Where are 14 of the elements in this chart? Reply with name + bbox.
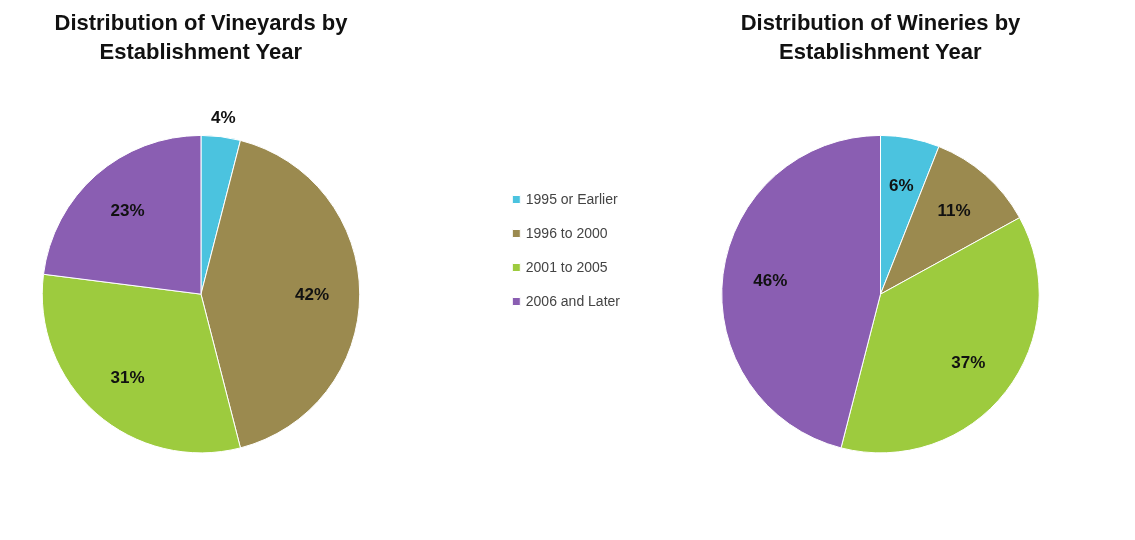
- data-label: 11%: [937, 201, 971, 221]
- legend-label: 1995 or Earlier: [525, 191, 618, 207]
- data-label: 6%: [889, 175, 914, 195]
- data-label: 4%: [210, 108, 236, 128]
- chart-title: Distribution of Wineries by Establishment Year: [740, 10, 1022, 64]
- data-label: 31%: [110, 368, 145, 387]
- legend-label: 2006 and Later: [525, 293, 620, 309]
- data-label: 42%: [295, 284, 330, 304]
- data-label: 37%: [951, 352, 986, 372]
- data-label: 46%: [753, 270, 788, 290]
- legend-label: 2001 to 2005: [525, 259, 608, 275]
- legend-label: 1996 to 2000: [525, 225, 608, 241]
- chart-title: Distribution of Vineyards by Establishment Year: [54, 10, 349, 64]
- data-label: 23%: [110, 201, 145, 221]
